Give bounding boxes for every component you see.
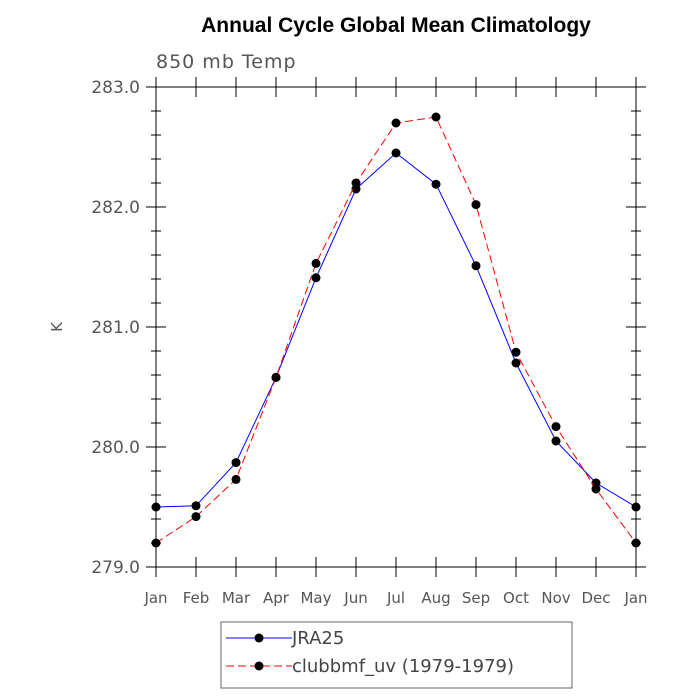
x-tick-label: Jan xyxy=(623,589,647,607)
series-group xyxy=(151,112,641,548)
legend-marker xyxy=(254,633,264,643)
data-point xyxy=(471,261,481,271)
x-tick-label: Aug xyxy=(421,589,450,607)
series-line xyxy=(155,116,637,544)
data-point xyxy=(231,458,241,468)
data-point xyxy=(311,258,321,268)
legend-label: JRA25 xyxy=(291,628,344,649)
y-tick-label: 281.0 xyxy=(91,318,140,338)
x-axis: Jan Feb Mar Apr May Jun Jul Aug Sep Oct Nov Dec Jan xyxy=(143,77,648,607)
data-point xyxy=(391,148,401,158)
x-tick-label: Mar xyxy=(222,589,251,607)
data-point xyxy=(151,502,161,512)
data-point xyxy=(431,112,441,122)
x-tick-label: Sep xyxy=(462,589,490,607)
x-tick-label: Dec xyxy=(581,589,610,607)
data-point xyxy=(191,512,201,522)
y-tick-label: 282.0 xyxy=(91,198,140,218)
data-point xyxy=(591,484,601,494)
chart-subtitle: 850 mb Temp xyxy=(156,51,297,73)
data-point xyxy=(551,436,561,446)
legend: JRA25 clubbmf_uv (1979-1979) xyxy=(220,621,573,689)
data-point xyxy=(191,501,201,511)
y-tick-label: 279.0 xyxy=(91,558,140,578)
data-point xyxy=(631,538,641,548)
legend-marker xyxy=(254,661,264,671)
data-point xyxy=(471,200,481,210)
data-point xyxy=(631,502,641,512)
data-point xyxy=(351,178,361,188)
data-point xyxy=(231,474,241,484)
data-point xyxy=(511,358,521,368)
series-line xyxy=(155,152,637,508)
data-point xyxy=(551,422,561,432)
x-tick-label: Jan xyxy=(143,589,167,607)
data-point xyxy=(151,538,161,548)
legend-box xyxy=(220,621,573,689)
x-tick-label: Nov xyxy=(541,589,570,607)
chart-title: Annual Cycle Global Mean Climatology xyxy=(201,14,591,37)
x-tick-label: Oct xyxy=(503,589,529,607)
x-tick-label: Apr xyxy=(263,589,290,607)
x-tick-label: Jun xyxy=(343,589,367,607)
y-axis: 279.0 280.0 281.0 282.0 283.0 xyxy=(91,78,646,578)
data-point xyxy=(311,273,321,283)
legend-label: clubbmf_uv (1979-1979) xyxy=(292,656,514,677)
data-point xyxy=(391,118,401,128)
y-tick-label: 280.0 xyxy=(91,438,140,458)
data-point xyxy=(511,347,521,357)
x-tick-label: May xyxy=(300,589,331,607)
y-axis-label: K xyxy=(48,321,66,332)
data-point xyxy=(271,372,281,382)
x-tick-label: Feb xyxy=(183,589,210,607)
plot-frame xyxy=(155,86,637,568)
data-point xyxy=(431,179,441,189)
y-tick-label: 283.0 xyxy=(91,78,140,98)
x-tick-label: Jul xyxy=(386,589,405,607)
